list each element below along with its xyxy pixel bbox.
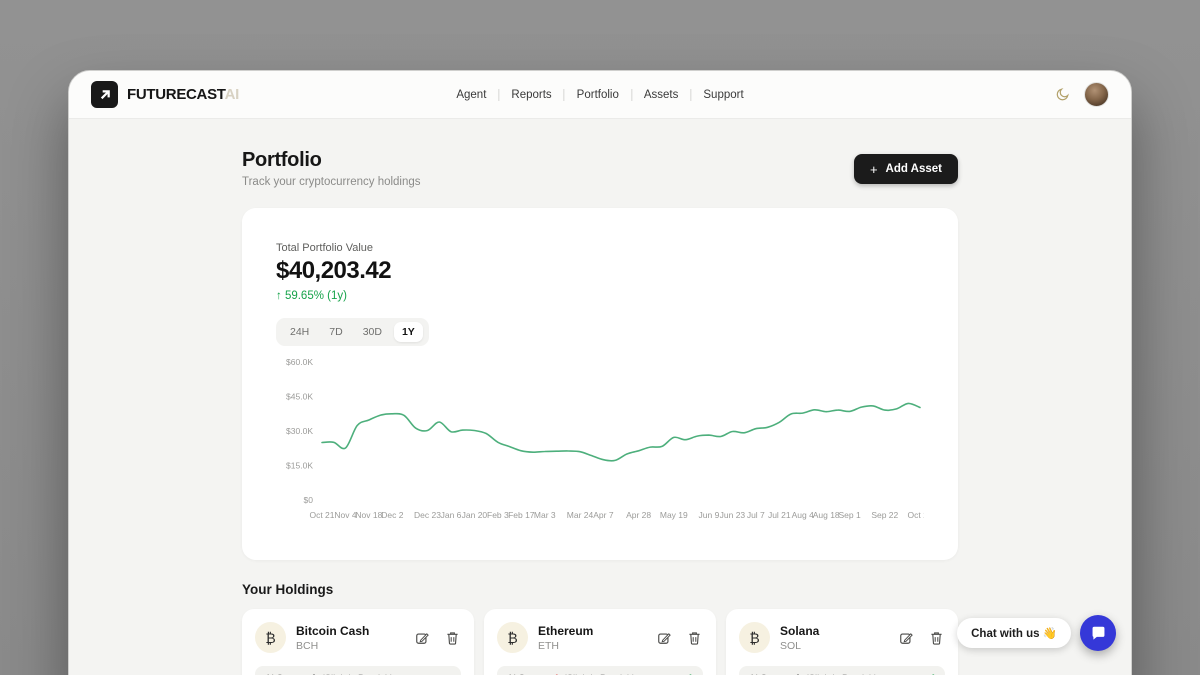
x-tick-label: Aug 4	[792, 510, 814, 520]
total-portfolio-label: Total Portfolio Value	[276, 242, 374, 254]
x-tick-label: Jun 9	[699, 510, 720, 520]
ai-score-value: -1	[308, 673, 316, 675]
y-tick-label: $60.0K	[286, 357, 313, 367]
plus-icon: +	[869, 161, 878, 177]
edit-holding-button[interactable]	[413, 629, 431, 647]
moon-icon	[1055, 87, 1070, 102]
brand-logo-icon	[91, 81, 118, 108]
portfolio-value-line	[321, 402, 921, 462]
ai-score-pill: AI Score: -4 (Slightly Bearish) +1	[497, 666, 703, 675]
portfolio-change: ↑ 59.65% (1y)	[276, 290, 347, 302]
holding-symbol: BCH	[296, 639, 319, 652]
trend-indicator: +4	[907, 673, 935, 675]
ai-score-pill: AI Score: -1 (Slightly Bearish)	[255, 666, 461, 675]
x-tick-label: Jul 21	[768, 510, 791, 520]
nav-divider	[563, 88, 565, 101]
chat-with-us-bubble[interactable]: Chat with us 👋	[957, 618, 1071, 648]
holding-symbol: SOL	[780, 639, 802, 652]
holdings-heading: Your Holdings	[242, 582, 334, 597]
x-tick-label: Dec 23	[414, 510, 441, 520]
x-tick-label: May 19	[660, 510, 688, 520]
x-tick-label: Mar 24	[567, 510, 594, 520]
x-tick-label: Jan 6	[441, 510, 462, 520]
x-tick-label: Jun 23	[720, 510, 746, 520]
holdings-grid: ₿ Bitcoin Cash BCH	[242, 609, 958, 675]
nav-item-reports[interactable]: Reports	[511, 88, 552, 101]
holding-name: Bitcoin Cash	[296, 623, 370, 638]
x-tick-label: Oct 13	[907, 510, 924, 520]
range-tab-7d[interactable]: 7D	[321, 322, 350, 342]
x-tick-label: Mar 3	[534, 510, 556, 520]
x-tick-label: Jan 20	[462, 510, 488, 520]
holding-name: Ethereum	[538, 623, 594, 638]
delete-holding-button[interactable]	[928, 629, 945, 647]
x-tick-label: Feb 3	[487, 510, 509, 520]
brand: FUTURECASTAI	[91, 81, 239, 108]
page-title: Portfolio	[242, 149, 322, 171]
coin-icon: ₿	[739, 622, 770, 653]
portfolio-value-card: Total Portfolio Value $40,203.42 ↑ 59.65…	[242, 208, 958, 560]
x-tick-label: Sep 22	[871, 510, 898, 520]
portfolio-line-chart: $60.0K $45.0K $30.0K $15.0K $0 Oct 21 Nov 4Nov…	[286, 357, 924, 520]
x-tick-label: Nov 18	[355, 510, 382, 520]
nav-divider	[690, 88, 692, 101]
coin-icon: ₿	[497, 622, 528, 653]
x-tick-label: Feb 17	[508, 510, 535, 520]
nav-item-support[interactable]: Support	[703, 88, 744, 101]
trend-indicator: +1	[665, 673, 693, 675]
time-range-tabs: 24H 7D 30D 1Y	[276, 318, 429, 346]
y-tick-label: $30.0K	[286, 426, 313, 436]
page-head: Portfolio Track your cryptocurrency hold…	[242, 149, 958, 188]
delete-holding-button[interactable]	[686, 629, 703, 647]
holding-symbol: ETH	[538, 639, 559, 652]
range-tab-1y[interactable]: 1Y	[393, 322, 423, 342]
holding-card-bch: ₿ Bitcoin Cash BCH	[242, 609, 474, 675]
ai-score-value: -1	[792, 673, 800, 675]
app-window: FUTURECASTAI Agent Reports Portfolio Ass…	[68, 70, 1132, 675]
x-tick-label: Apr 28	[626, 510, 651, 520]
nav-divider	[630, 88, 632, 101]
holding-name: Solana	[780, 623, 820, 638]
brand-name: FUTURECASTAI	[127, 86, 239, 103]
edit-holding-button[interactable]	[897, 629, 915, 647]
chat-bubble-icon	[1090, 625, 1107, 642]
holding-card-eth: ₿ Ethereum ETH	[484, 609, 716, 675]
brand-suffix: AI	[224, 86, 240, 103]
x-tick-label: Apr 7	[593, 510, 614, 520]
page-content: Portfolio Track your cryptocurrency hold…	[242, 149, 958, 675]
x-tick-label: Jul 7	[747, 510, 765, 520]
page-subtitle: Track your cryptocurrency holdings	[242, 176, 421, 188]
x-tick-label: Dec 2	[381, 510, 403, 520]
edit-holding-button[interactable]	[655, 629, 673, 647]
user-avatar[interactable]	[1084, 82, 1109, 107]
y-tick-label: $15.0K	[286, 461, 313, 471]
coin-icon: ₿	[255, 622, 286, 653]
app-header: FUTURECASTAI Agent Reports Portfolio Ass…	[69, 71, 1131, 119]
x-tick-label: Sep 1	[838, 510, 860, 520]
dark-mode-toggle[interactable]	[1055, 87, 1070, 102]
nav-item-portfolio[interactable]: Portfolio	[576, 88, 619, 101]
x-tick-label: Nov 4	[334, 510, 356, 520]
total-portfolio-value: $40,203.42	[276, 257, 392, 284]
ai-score-value: -4	[550, 673, 558, 675]
x-tick-label: Oct 21	[309, 510, 334, 520]
ai-score-pill: AI Score: -1 (Slightly Bearish) +4	[739, 666, 945, 675]
nav-item-assets[interactable]: Assets	[643, 88, 679, 101]
delete-holding-button[interactable]	[444, 629, 461, 647]
nav-item-agent[interactable]: Agent	[456, 88, 487, 101]
nav-divider	[498, 88, 500, 101]
range-tab-24h[interactable]: 24H	[282, 322, 317, 342]
header-actions	[1055, 82, 1109, 107]
range-tab-30d[interactable]: 30D	[355, 322, 390, 342]
main-nav: Agent Reports Portfolio Assets Support	[456, 88, 744, 101]
y-tick-label: $0	[304, 495, 314, 505]
x-tick-label: Aug 18	[813, 510, 840, 520]
chat-widget: Chat with us 👋	[957, 615, 1116, 651]
holding-card-sol: ₿ Solana SOL	[726, 609, 958, 675]
y-tick-label: $45.0K	[286, 392, 313, 402]
add-asset-button[interactable]: + Add Asset	[853, 154, 958, 184]
chat-launcher-button[interactable]	[1080, 615, 1116, 651]
